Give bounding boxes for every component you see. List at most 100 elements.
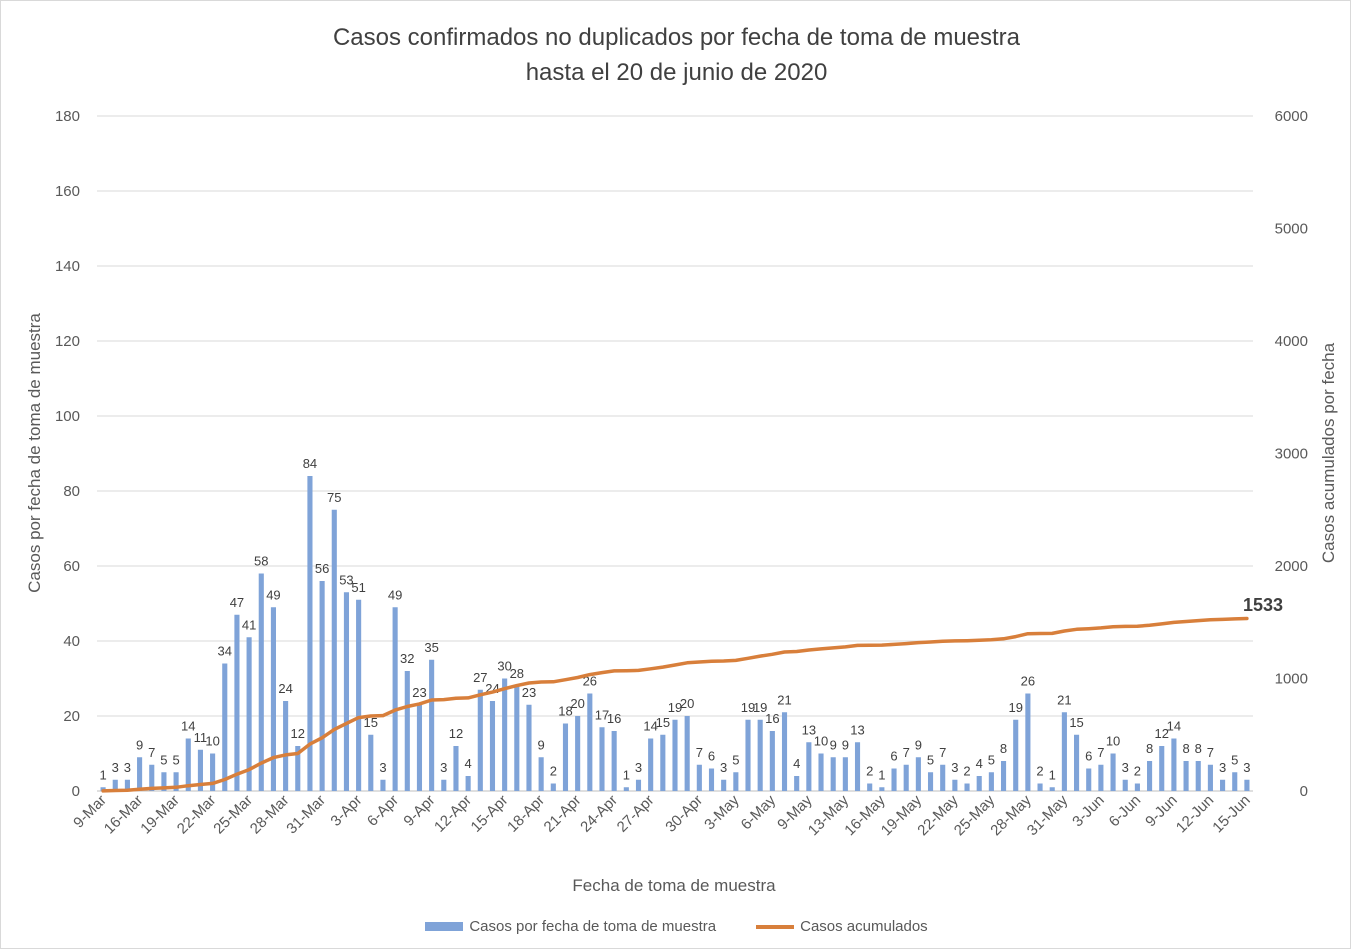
y-tick-label: 120 [55,333,80,350]
data-label: 19 [1008,700,1022,715]
data-label: 1 [623,767,630,782]
legend-line-label: Casos acumulados [800,918,928,935]
data-label: 5 [988,752,995,767]
data-label: 49 [388,587,402,602]
data-label: 3 [1219,760,1226,775]
data-label: 19 [668,700,682,715]
bar [526,704,532,791]
data-label: 41 [242,617,256,632]
x-tick-label: 16-Mar [101,792,147,838]
x-tick-label: 25-Mar [210,792,256,838]
bar [1207,764,1213,791]
data-label: 14 [643,719,657,734]
data-label: 21 [777,692,791,707]
bar [210,753,216,791]
data-label: 5 [172,752,179,767]
data-label: 10 [1106,734,1120,749]
data-label: 84 [303,456,317,471]
bar [660,734,666,791]
bar [769,731,775,791]
x-tick-label: 28-Mar [247,792,293,838]
data-label: 56 [315,561,329,576]
data-label: 3 [720,760,727,775]
bar [319,581,325,791]
data-label: 1 [878,767,885,782]
data-label: 6 [708,749,715,764]
data-label: 4 [976,756,983,771]
data-label: 20 [570,696,584,711]
data-label: 20 [680,696,694,711]
bar [416,704,423,791]
bar [514,686,520,791]
bar [246,637,252,791]
bar [708,768,715,791]
x-tick-label: 3-May [701,791,743,833]
bar [854,742,861,791]
y-tick-label: 160 [55,183,80,200]
x-tick-label: 18-Apr [504,792,548,836]
bar [222,663,228,791]
bar [684,716,690,791]
data-label: 75 [327,490,341,505]
bar [721,779,727,791]
bar [562,723,569,791]
data-label: 26 [1021,674,1035,689]
left-axis-ticks: 0 20 40 60 80 100 120 140 160 180 [55,108,80,800]
data-label: 1 [1049,767,1056,782]
bar [258,573,264,791]
legend-line-swatch [756,924,795,929]
data-label: 9 [842,737,849,752]
bar [1147,761,1153,791]
data-label: 6 [890,749,897,764]
data-label: 3 [1243,760,1250,775]
data-label: 2 [963,764,970,779]
data-label: 10 [814,734,828,749]
bar [356,599,362,791]
bar [465,776,471,791]
y-tick-label: 0 [72,783,80,800]
data-label: 3 [112,760,119,775]
data-label: 13 [802,722,816,737]
y-tick-label: 40 [63,633,80,650]
data-label: 5 [1231,752,1238,767]
y2-tick-label: 5000 [1275,221,1308,238]
bar [550,783,556,791]
data-label: 3 [379,760,386,775]
x-tick-label: 22-Mar [174,792,220,838]
cumulative-line [101,616,1249,793]
bar [100,787,106,791]
data-label: 5 [927,752,934,767]
data-label: 2 [1134,764,1141,779]
data-label: 13 [850,722,864,737]
bar [1183,761,1189,791]
legend-bar-label: Casos por fecha de toma de muestra [469,918,717,935]
data-label: 58 [254,554,268,569]
x-tick-label: 31-Mar [283,792,329,838]
bar [477,689,483,791]
bar [976,776,982,791]
data-label: 51 [351,580,365,595]
bar [927,772,934,791]
bar [1232,772,1238,791]
data-label: 3 [124,760,131,775]
data-label: 19 [753,700,767,715]
data-label: 14 [181,719,195,734]
data-label: 3 [440,760,447,775]
bar [124,779,130,791]
bar [283,701,289,791]
bar [781,712,788,791]
x-tick-label: 6-Jun [1106,792,1145,831]
bar [538,757,544,791]
bar [806,742,812,791]
bar [1049,787,1055,791]
bar [137,757,143,791]
data-labels: 1 3 39 7 5 5141110344741584924128456755351153… [99,456,1250,782]
bar [234,614,240,791]
data-label: 5 [160,752,167,767]
x-tick-label: 15-Jun [1209,792,1253,836]
x-tick-label: 21-Apr [541,792,585,836]
bar [1122,779,1128,791]
data-label: 32 [400,651,414,666]
bar [343,592,350,791]
bar [830,757,836,791]
